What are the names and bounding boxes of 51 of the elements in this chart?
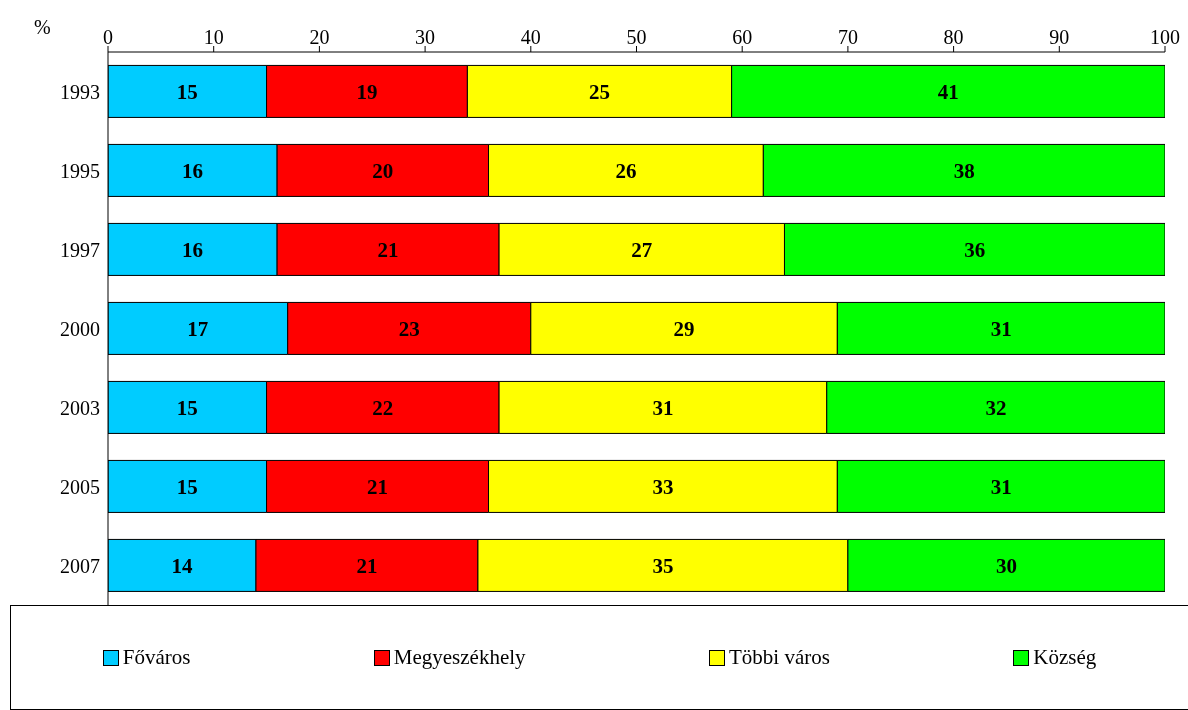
data-label: 21 [356, 553, 378, 578]
x-tick-label: 60 [732, 26, 753, 48]
data-label: 23 [398, 316, 420, 341]
y-tick-label: 2003 [60, 396, 100, 419]
data-label: 16 [182, 237, 204, 262]
data-label: 29 [673, 316, 695, 341]
y-tick-label: 1993 [60, 80, 100, 103]
data-label: 36 [964, 237, 986, 262]
data-label: 31 [652, 395, 674, 420]
data-label: 15 [176, 395, 198, 420]
data-label: 35 [652, 553, 674, 578]
data-label: 31 [990, 316, 1012, 341]
data-label: 14 [171, 553, 193, 578]
legend-label: Község [1033, 645, 1097, 670]
x-tick-label: 50 [626, 26, 647, 48]
data-label: 30 [995, 553, 1017, 578]
legend-label: Többi város [728, 645, 830, 670]
data-label: 20 [372, 158, 394, 183]
x-tick-label: 70 [837, 26, 858, 48]
data-label: 22 [372, 395, 394, 420]
data-label: 21 [377, 237, 399, 262]
x-tick-label: 90 [1049, 26, 1070, 48]
data-label: 26 [615, 158, 637, 183]
x-tick-label: 20 [309, 26, 330, 48]
data-label: 17 [187, 316, 209, 341]
data-label: 27 [631, 237, 653, 262]
y-tick-label: 2005 [60, 475, 100, 498]
data-label: 33 [652, 474, 674, 499]
data-label: 16 [182, 158, 204, 183]
data-label: 31 [990, 474, 1012, 499]
x-tick-label: 40 [520, 26, 541, 48]
data-label: 19 [356, 79, 378, 104]
data-label: 32 [985, 395, 1007, 420]
x-tick-label: 30 [415, 26, 436, 48]
x-tick-label: 80 [943, 26, 964, 48]
y-tick-label: 1995 [60, 159, 100, 182]
y-tick-label: 1997 [60, 238, 100, 261]
y-tick-label: 2000 [60, 317, 100, 340]
x-axis-title: % [34, 16, 51, 39]
x-tick-label: 0 [103, 26, 113, 48]
data-label: 38 [953, 158, 975, 183]
x-tick-label: 10 [203, 26, 224, 48]
data-label: 25 [589, 79, 611, 104]
data-label: 15 [176, 79, 198, 104]
y-tick-label: 2007 [60, 554, 100, 577]
x-tick-label: 100 [1150, 26, 1180, 48]
data-label: 41 [937, 79, 959, 104]
data-label: 21 [367, 474, 389, 499]
legend-label: Megyeszékhely [393, 645, 526, 670]
legend-label: Főváros [122, 645, 191, 670]
data-label: 15 [176, 474, 198, 499]
